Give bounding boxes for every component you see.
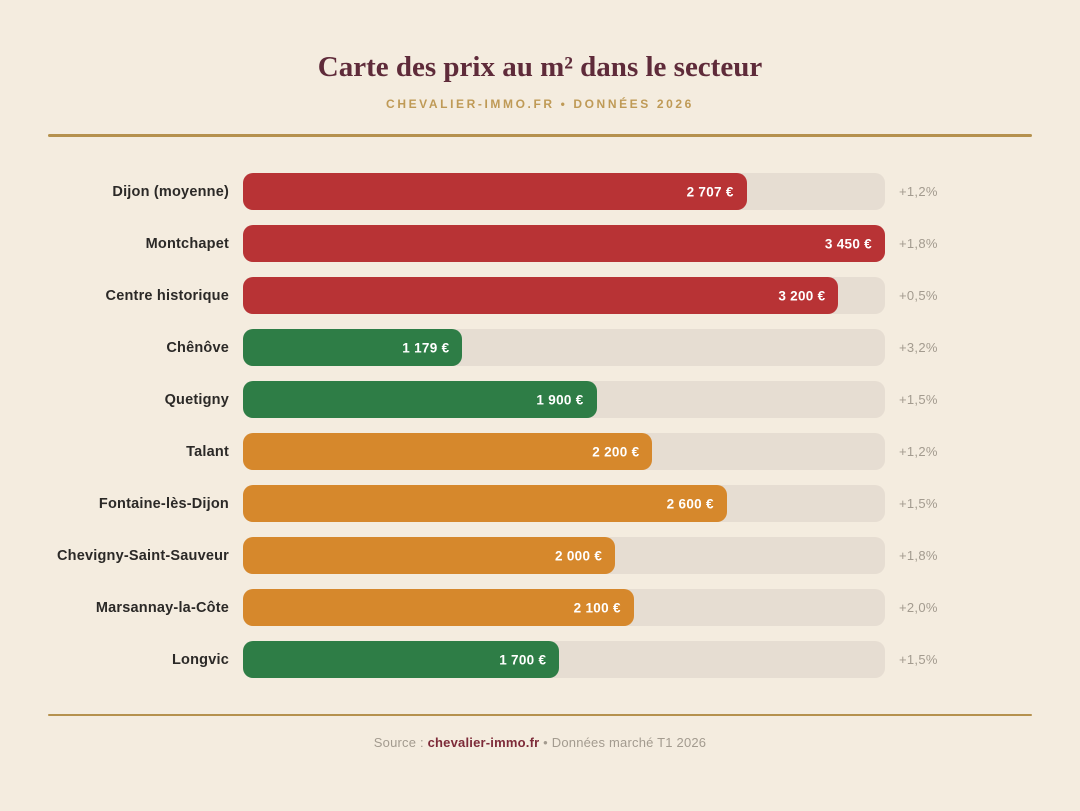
- bar-track: 2 600 €: [243, 485, 885, 522]
- bar-track: 2 100 €: [243, 589, 885, 626]
- row-label: Talant: [186, 443, 229, 460]
- chart-row: Fontaine-lès-Dijon 2 600 € +1,5%: [48, 485, 1032, 522]
- top-divider: [48, 134, 1032, 137]
- chart-row: Chênôve 1 179 € +3,2%: [48, 329, 1032, 366]
- bar-value: 2 000 €: [555, 548, 603, 563]
- page-title: Carte des prix au m² dans le secteur: [317, 51, 763, 83]
- row-change: +1,5%: [899, 392, 938, 407]
- bar-fill: 2 707 €: [243, 173, 747, 210]
- bar-value: 3 200 €: [778, 288, 826, 303]
- bar-value: 2 200 €: [592, 444, 640, 459]
- chart-row: Montchapet 3 450 € +1,8%: [48, 225, 1032, 262]
- footer-source: Source : chevalier-immo.fr • Données mar…: [0, 735, 1080, 750]
- row-label: Quetigny: [164, 391, 229, 408]
- source-prefix: Source :: [373, 735, 428, 750]
- bar-track: 3 450 €: [243, 225, 885, 262]
- bar-track: 2 200 €: [243, 433, 885, 470]
- bar-value: 2 600 €: [666, 496, 714, 511]
- bottom-divider: [48, 714, 1032, 716]
- row-change: +1,8%: [899, 548, 938, 563]
- header: Carte des prix au m² dans le secteur CHE…: [0, 0, 1080, 111]
- chart-row: Talant 2 200 € +1,2%: [48, 433, 1032, 470]
- bar-track: 3 200 €: [243, 277, 885, 314]
- row-change: +3,2%: [899, 340, 938, 355]
- bar-track: 2 707 €: [243, 173, 885, 210]
- chart-row: Longvic 1 700 € +1,5%: [48, 641, 1032, 678]
- row-label: Montchapet: [145, 235, 229, 252]
- row-label: Fontaine-lès-Dijon: [98, 495, 229, 512]
- bar-fill: 3 200 €: [243, 277, 839, 314]
- bar-fill: 1 700 €: [243, 641, 560, 678]
- source-suffix: • Données marché T1 2026: [539, 735, 707, 750]
- row-change: +2,0%: [899, 600, 938, 615]
- row-change: +0,5%: [899, 288, 938, 303]
- chart-row: Dijon (moyenne) 2 707 € +1,2%: [48, 173, 1032, 210]
- row-label: Chênôve: [166, 339, 229, 356]
- chart-row: Marsannay-la-Côte 2 100 € +2,0%: [48, 589, 1032, 626]
- bar-fill: 3 450 €: [243, 225, 885, 262]
- row-label: Chevigny-Saint-Sauveur: [57, 547, 229, 564]
- bar-track: 1 700 €: [243, 641, 885, 678]
- row-change: +1,8%: [899, 236, 938, 251]
- chart-row: Centre historique 3 200 € +0,5%: [48, 277, 1032, 314]
- bar-track: 2 000 €: [243, 537, 885, 574]
- bar-fill: 2 000 €: [243, 537, 616, 574]
- bar-value: 1 700 €: [499, 652, 547, 667]
- bar-value: 3 450 €: [824, 236, 872, 251]
- chart-row: Chevigny-Saint-Sauveur 2 000 € +1,8%: [48, 537, 1032, 574]
- row-label: Centre historique: [105, 287, 229, 304]
- source-brand: chevalier-immo.fr: [427, 735, 540, 750]
- bar-fill: 1 900 €: [243, 381, 597, 418]
- row-label: Marsannay-la-Côte: [95, 599, 229, 616]
- row-change: +1,5%: [899, 652, 938, 667]
- bar-value: 2 100 €: [573, 600, 621, 615]
- bar-fill: 2 100 €: [243, 589, 634, 626]
- chart-row: Quetigny 1 900 € +1,5%: [48, 381, 1032, 418]
- row-label: Dijon (moyenne): [112, 183, 229, 200]
- bar-value: 1 179 €: [402, 340, 450, 355]
- bar-value: 1 900 €: [536, 392, 584, 407]
- bar-fill: 2 200 €: [243, 433, 653, 470]
- bar-track: 1 179 €: [243, 329, 885, 366]
- row-change: +1,5%: [899, 496, 938, 511]
- row-change: +1,2%: [899, 184, 938, 199]
- bar-chart: Dijon (moyenne) 2 707 € +1,2% Montchapet…: [48, 173, 1032, 678]
- row-change: +1,2%: [899, 444, 938, 459]
- bar-track: 1 900 €: [243, 381, 885, 418]
- bar-fill: 1 179 €: [243, 329, 463, 366]
- page-subtitle: CHEVALIER-IMMO.FR • DONNÉES 2026: [386, 97, 694, 111]
- row-label: Longvic: [172, 651, 229, 668]
- bar-value: 2 707 €: [686, 184, 734, 199]
- bar-fill: 2 600 €: [243, 485, 727, 522]
